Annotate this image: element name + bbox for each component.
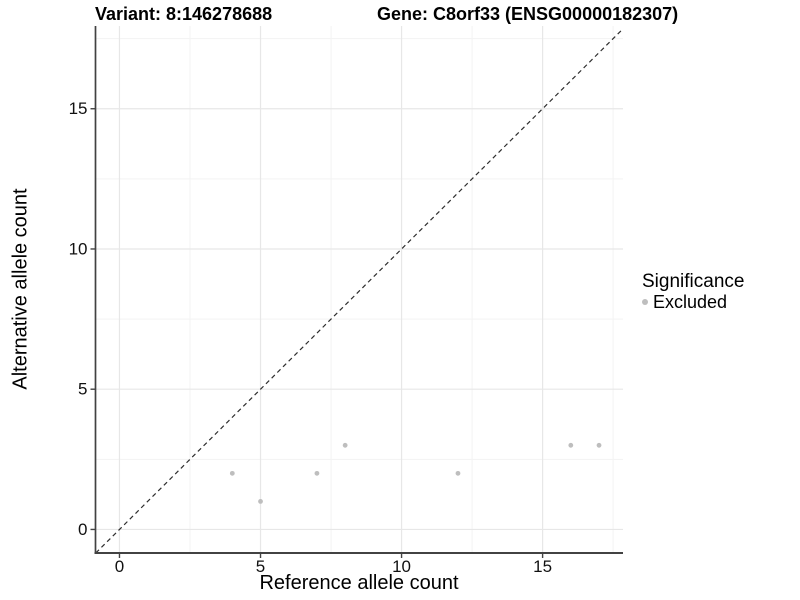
data-point [258, 498, 263, 504]
data-point [229, 470, 235, 476]
data-point [455, 470, 461, 476]
variant-title: Variant: 8:146278688 [95, 4, 273, 24]
x-tick-label: 10 [392, 557, 411, 576]
x-tick-label: 0 [115, 557, 124, 576]
data-point [342, 442, 348, 448]
gene-title: Gene: C8orf33 (ENSG00000182307) [377, 4, 679, 24]
legend-item-excluded: Excluded [642, 292, 744, 312]
y-tick-label: 0 [78, 520, 87, 539]
data-point [314, 470, 320, 476]
y-tick-label: 5 [78, 380, 87, 399]
legend: Significance Excluded [642, 271, 744, 312]
data-point [596, 442, 602, 448]
legend-item-label: Excluded [653, 292, 728, 312]
data-point [568, 442, 574, 448]
legend-title: Significance [642, 271, 745, 292]
identity-line [95, 28, 624, 554]
x-axis-title: Reference allele count [259, 572, 459, 594]
y-tick-label: 15 [69, 99, 88, 118]
y-tick-label: 10 [69, 239, 88, 258]
x-tick-label: 5 [256, 557, 265, 576]
y-axis-title: Alternative allele count [9, 188, 32, 390]
legend-point-icon [642, 299, 648, 305]
x-tick-label: 15 [533, 557, 552, 576]
